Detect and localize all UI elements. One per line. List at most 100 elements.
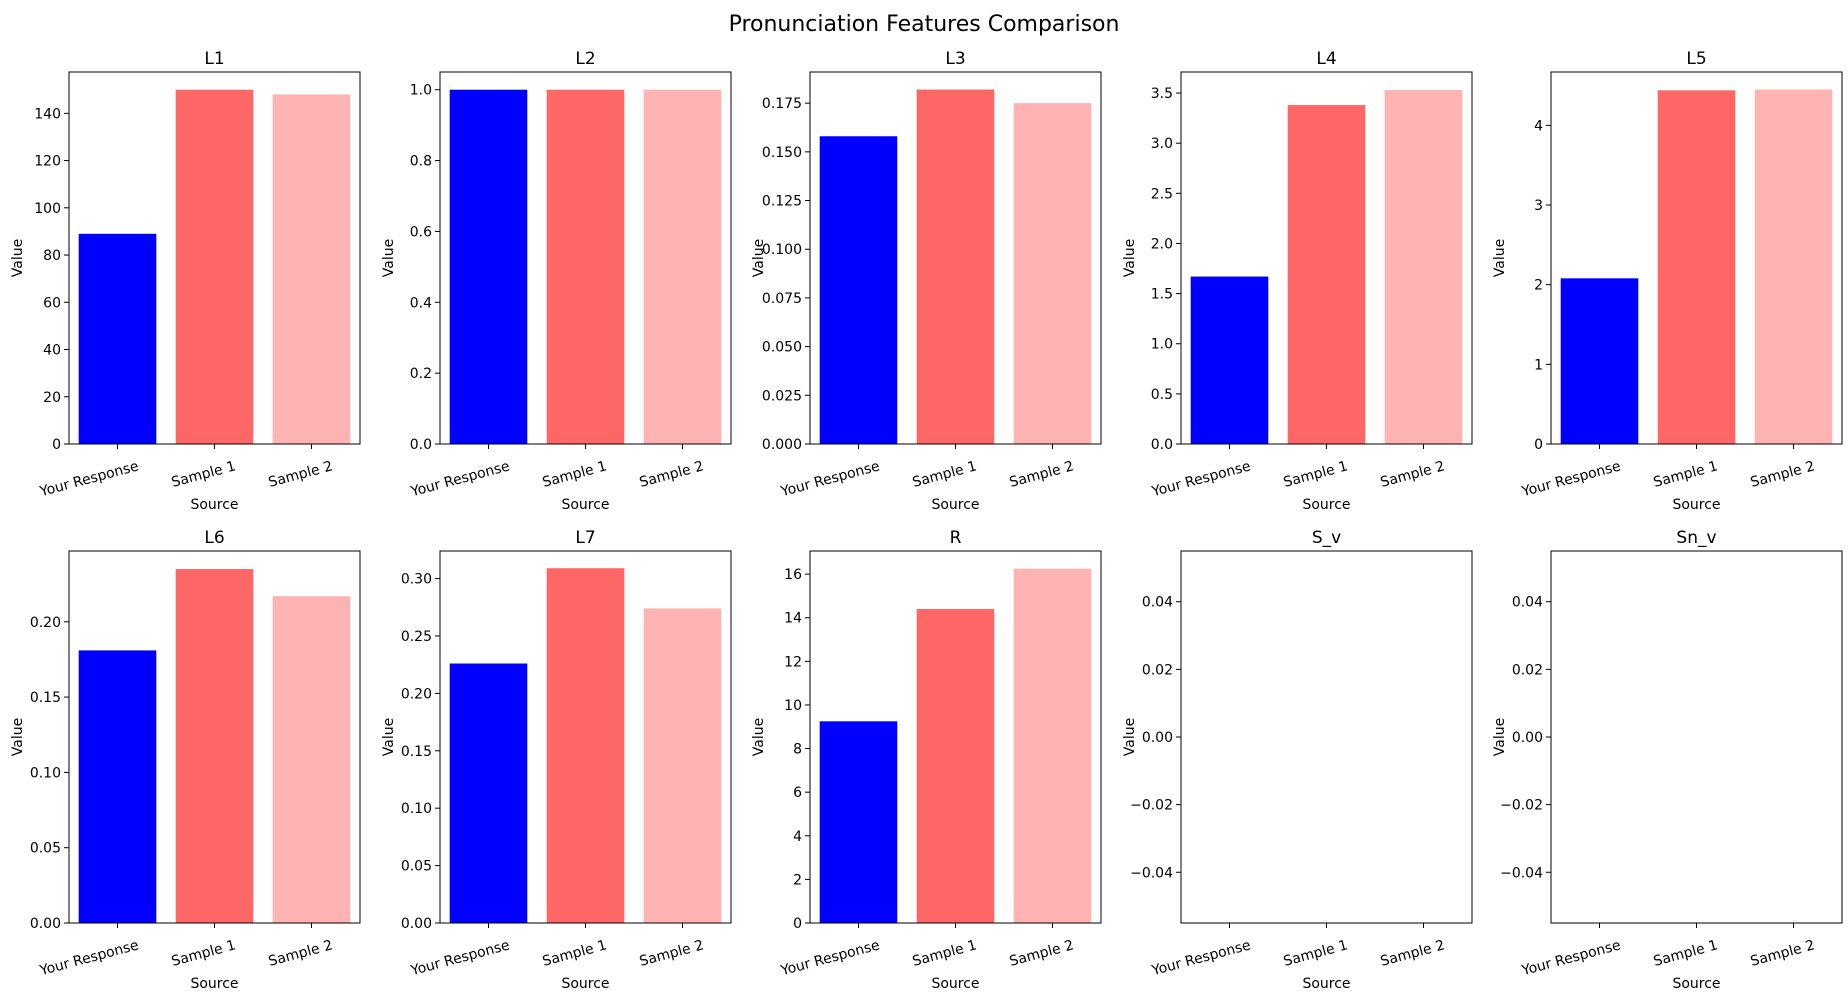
x-tick-label: Sample 2 [1008,458,1076,491]
axes-frame [1550,550,1843,924]
y-tick-label: 14 [784,611,802,627]
bar-your-response [78,650,157,923]
x-tick-label: Sample 2 [267,458,335,491]
x-tick-label: Your Response [1149,458,1252,500]
figure-title: Pronunciation Features Comparison [728,12,1120,37]
y-tick-label: 0.25 [401,629,432,645]
x-tick-label: Your Response [778,937,881,979]
x-tick-label: Sample 2 [1749,937,1817,970]
subplot-title: R [950,528,962,548]
bar-sample-1 [546,568,625,923]
bar-sample-2 [643,608,722,923]
x-axis-label: Source [561,497,609,513]
y-tick-label: 0.10 [401,801,432,817]
x-tick-label: Your Response [37,458,140,500]
y-tick-label: −0.04 [1130,865,1173,881]
x-tick-label: Sample 1 [1282,458,1350,491]
bar-sample-2 [1013,103,1092,445]
y-tick-label: 1.0 [1151,337,1173,353]
y-tick-label: 0.125 [762,194,802,210]
bar-sample-2 [1384,90,1463,444]
bar-your-response [449,663,528,923]
subplot-l4: 0.0 0.5 1.0 1.5 2.0 2.5 3.0 3.5 Your Response Sam… [1122,49,1473,513]
x-axis-label: Source [561,976,609,992]
bar-sample-1 [175,89,254,444]
y-tick-label: 140 [34,106,61,122]
x-tick-label: Sample 1 [911,937,979,970]
bar-sample-1 [1287,105,1366,444]
y-axis-label: Value [381,239,397,277]
y-tick-label: 0.0 [1151,437,1173,453]
y-tick-label: 0.02 [1142,662,1173,678]
x-tick-label: Sample 1 [170,937,238,970]
x-tick-label: Sample 2 [1379,458,1447,491]
y-tick-label: 2 [1534,278,1543,294]
y-tick-label: 0 [1534,437,1543,453]
subplot-s-v: −0.04 −0.02 0.00 0.02 0.04 Your Response Sampl… [1122,528,1473,992]
x-tick-label: Sample 1 [911,458,979,491]
y-tick-label: 0.02 [1512,662,1543,678]
y-tick-label: 8 [793,742,802,758]
bar-sample-1 [546,89,625,444]
y-tick-label: 1 [1534,357,1543,373]
y-tick-label: 16 [784,567,802,583]
subplot-title: L4 [1316,49,1336,69]
x-axis-label: Source [190,976,238,992]
subplot-l6: 0.00 0.05 0.10 0.15 0.20 Your Response Sample … [10,528,361,992]
subplot-title: L5 [1686,49,1706,69]
subplot-title: L2 [575,49,595,69]
y-tick-label: 0.000 [762,437,802,453]
bar-your-response [819,136,898,444]
bar-your-response [449,89,528,444]
x-tick-label: Your Response [1519,458,1622,500]
x-axis-label: Source [190,497,238,513]
y-tick-label: 0.15 [30,690,61,706]
y-tick-label: 80 [43,248,61,264]
y-tick-label: 0.05 [30,841,61,857]
y-tick-label: 0.2 [410,366,432,382]
subplot-r: 0 2 4 6 8 10 12 14 16 Your Response Sample 1 Sample… [751,528,1102,992]
y-tick-label: 0.00 [1512,730,1543,746]
x-axis-label: Source [1302,976,1350,992]
x-tick-label: Sample 2 [638,458,706,491]
y-tick-label: 2 [793,872,802,888]
x-axis-label: Source [1672,976,1720,992]
x-tick-label: Sample 2 [267,937,335,970]
subplot-l7: 0.00 0.05 0.10 0.15 0.20 0.25 0.30 Your Respons… [381,528,732,992]
subplot-title: L3 [945,49,965,69]
y-axis-label: Value [10,718,26,756]
bar-your-response [1560,278,1639,444]
y-tick-label: 0.175 [762,96,802,112]
subplot-l5: 0 1 2 3 4 Your Response Sample 1 Sample 2 L5 Sour… [1492,49,1843,513]
subplot-title: L6 [204,528,224,548]
y-tick-label: 2.0 [1151,236,1173,252]
x-tick-label: Sample 2 [1749,458,1817,491]
subplot-l2: 0.0 0.2 0.4 0.6 0.8 1.0 Your Response Sample 1 S… [381,49,732,513]
y-tick-label: 10 [784,698,802,714]
y-axis-label: Value [751,239,767,277]
x-tick-label: Sample 1 [541,458,609,491]
y-tick-label: 0.025 [762,388,802,404]
bar-your-response [78,233,157,444]
x-tick-label: Your Response [408,937,511,979]
y-tick-label: 0.050 [762,340,802,356]
subplot-title: L7 [575,528,595,548]
y-tick-label: 0.00 [401,916,432,932]
bar-sample-2 [1754,89,1833,444]
y-tick-label: 1.0 [410,83,432,99]
x-tick-label: Your Response [1519,937,1622,979]
y-tick-label: 0.5 [1151,387,1173,403]
y-tick-label: 0.100 [762,242,802,258]
y-tick-label: 0.04 [1142,595,1173,611]
subplot-l3: 0.000 0.025 0.050 0.075 0.100 0.125 0.150 0.175… [751,49,1102,513]
subplot-l1: 0 20 40 60 80 100 120 140 Your Response Sample 1 S… [10,49,361,513]
y-axis-label: Value [1492,239,1508,277]
y-tick-label: 0.00 [1142,730,1173,746]
bar-sample-2 [272,94,351,444]
y-tick-label: 0.075 [762,291,802,307]
y-tick-label: 0 [793,916,802,932]
y-tick-label: 0.30 [401,572,432,588]
x-tick-label: Sample 2 [638,937,706,970]
y-tick-label: 0.8 [410,154,432,170]
bar-your-response [1190,276,1269,444]
